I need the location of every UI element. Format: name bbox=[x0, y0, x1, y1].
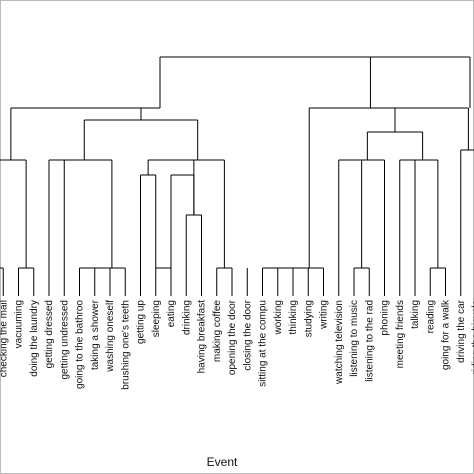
leaf-label: listening to the rad bbox=[364, 300, 375, 382]
leaf-label: washing oneself bbox=[105, 300, 116, 373]
branches bbox=[0, 56, 474, 269]
leaf-label: phoning bbox=[380, 300, 391, 336]
leaf-label: thinking bbox=[288, 300, 299, 334]
leaf-label: meeting friends bbox=[395, 300, 406, 368]
leaf-label: vacuuming bbox=[14, 300, 25, 348]
leaf-label: reading bbox=[425, 300, 436, 333]
leaf-label: closing the door bbox=[242, 299, 253, 370]
leaf-label: doing the laundry bbox=[29, 300, 40, 377]
leaf-label: opening the door bbox=[227, 299, 238, 375]
leaf-label: listening to music bbox=[349, 300, 360, 377]
leaf-label: studying bbox=[303, 300, 314, 337]
leaf-label: taking a shower bbox=[90, 299, 101, 370]
leaf-label: driving the car bbox=[456, 299, 467, 362]
leaf-label: brushing one's teeth bbox=[120, 300, 131, 390]
leaf-label: getting undressed bbox=[59, 300, 70, 380]
leaf-label: going for a walk bbox=[441, 299, 452, 370]
leaf-label: sleeping bbox=[151, 300, 162, 337]
leaf-label: checking the mail bbox=[0, 300, 9, 377]
leaf-stems bbox=[2, 268, 462, 296]
leaf-label: eating bbox=[166, 300, 177, 327]
leaf-label: writing bbox=[319, 300, 330, 330]
leaf-label: getting up bbox=[136, 300, 147, 344]
leaf-label: talking bbox=[410, 300, 421, 329]
leaf-label: riding the bicycle bbox=[471, 300, 474, 375]
leaf-label: getting dressed bbox=[44, 300, 55, 368]
leaf-label: drinking bbox=[181, 300, 192, 335]
leaf-label: sitting at the compu bbox=[258, 300, 269, 387]
leaf-label: making coffee bbox=[212, 300, 223, 363]
x-axis-title: Event bbox=[207, 455, 238, 469]
leaf-label: going to the bathroo bbox=[75, 300, 86, 389]
leaf-label: watching television bbox=[334, 300, 345, 385]
leaf-label: working bbox=[273, 300, 284, 335]
leaf-label: having breakfast bbox=[197, 300, 208, 374]
leaf-labels: taking a bath/going to ...checking the m… bbox=[0, 299, 474, 390]
